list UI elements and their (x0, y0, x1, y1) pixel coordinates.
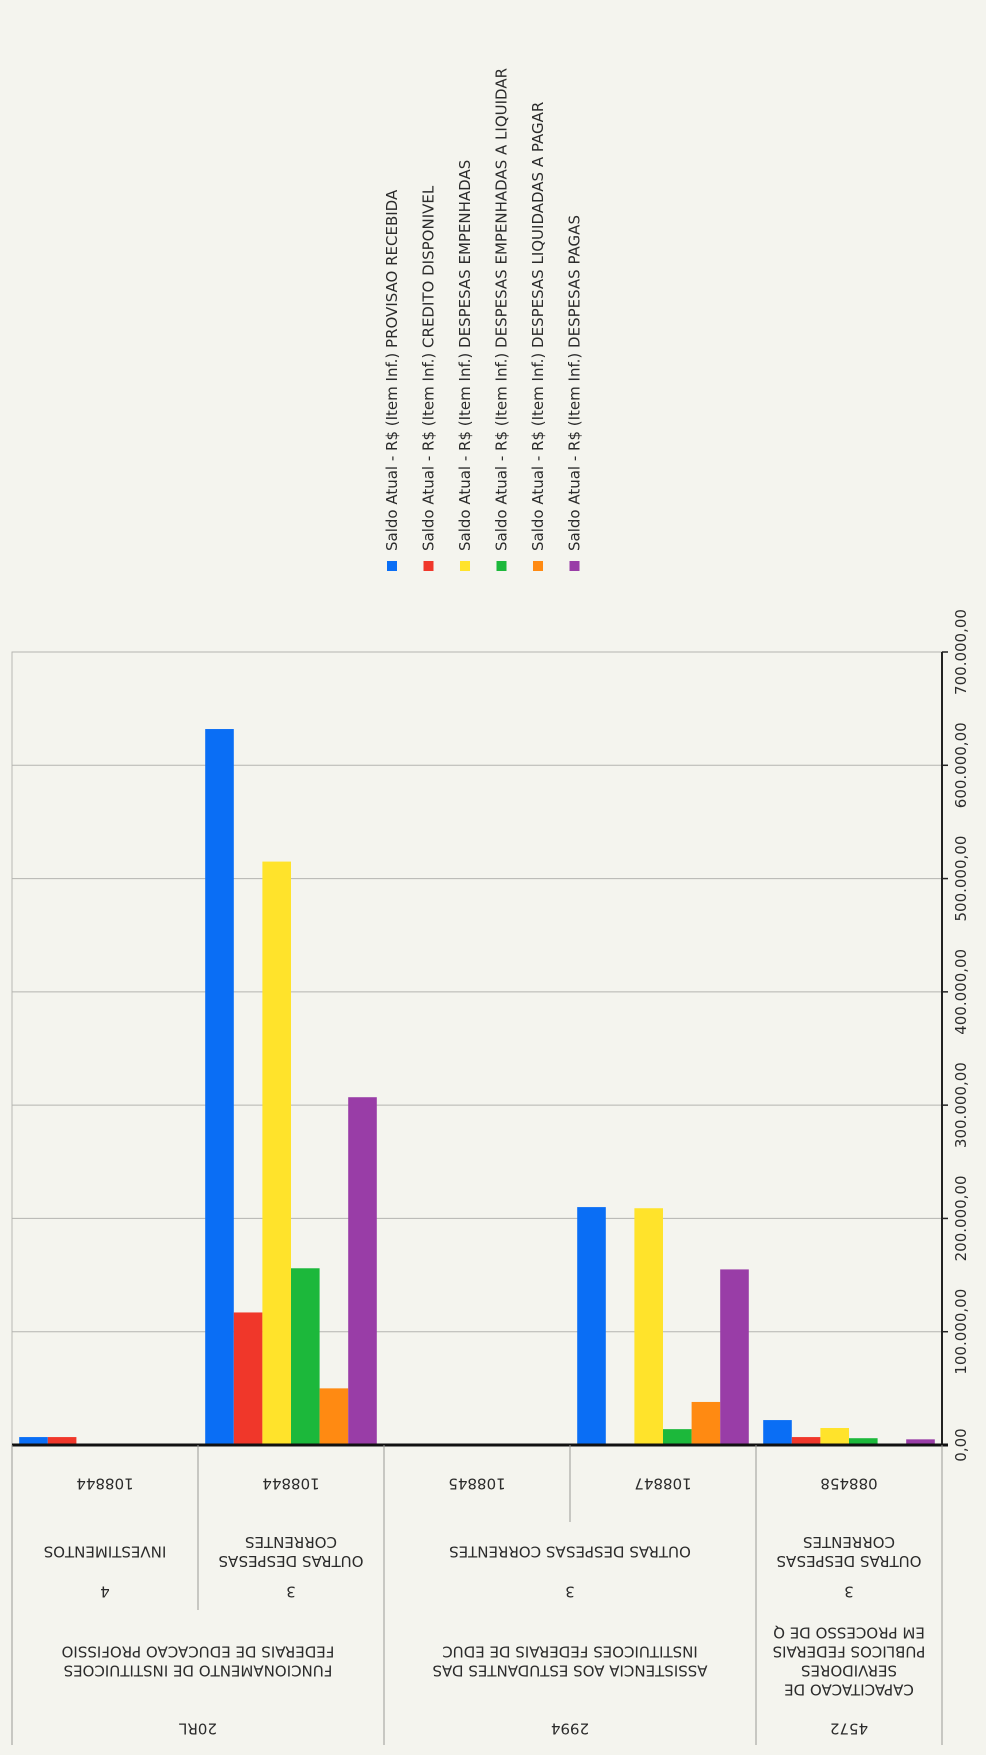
value-tick-label: 100.000,00 (952, 1289, 970, 1375)
value-tick-label: 200.000,00 (952, 1175, 970, 1261)
action-name-label: SERVIDORES (801, 1662, 897, 1680)
source-label: 088458 (820, 1475, 877, 1493)
source-label: 108845 (448, 1475, 505, 1493)
bar (348, 1097, 377, 1445)
bar (47, 1437, 77, 1445)
bar (791, 1437, 821, 1445)
plot-area: 0,00 100.000,00 200.000,00 300.000,00 400.00… (11, 609, 970, 1462)
legend-label: Saldo Atual - R$ (Item Inf.) DESPESAS PA… (566, 215, 584, 551)
source-label: 108844 (76, 1475, 133, 1493)
value-tick-label: 700.000,00 (952, 609, 970, 695)
action-name-label: INSTITUICOES FEDERAIS DE EDUC (442, 1643, 698, 1661)
bar (663, 1429, 692, 1445)
action-name-label: FUNCIONAMENTO DE INSTITUICOES (64, 1662, 333, 1680)
nature-name-label: OUTRAS DESPESAS (777, 1552, 922, 1570)
action-name-label: ASSISTENCIA AOS ESTUDANTES DAS (432, 1662, 707, 1680)
value-tick-label: 600.000,00 (952, 722, 970, 808)
bar (291, 1268, 320, 1445)
nature-code-label: 4 (100, 1583, 110, 1601)
legend-swatch (460, 561, 470, 571)
bar (577, 1207, 606, 1445)
legend-label: Saldo Atual - R$ (Item Inf.) DESPESAS EM… (493, 68, 511, 551)
bar (233, 1312, 263, 1445)
value-tick-label: 400.000,00 (952, 949, 970, 1035)
legend-swatch (533, 561, 543, 571)
bar (691, 1401, 721, 1445)
action-code-label: 4572 (830, 1720, 868, 1738)
nature-name-label: CORRENTES (245, 1533, 337, 1551)
action-name-label: CAPACITACAO DE (784, 1681, 914, 1699)
legend: Saldo Atual - R$ (Item Inf.) PROVISAO RE… (383, 68, 584, 571)
action-name-label: EM PROCESSO DE Q (773, 1624, 925, 1642)
bar (319, 1388, 349, 1445)
source-label: 108844 (262, 1475, 319, 1493)
legend-label: Saldo Atual - R$ (Item Inf.) CREDITO DIS… (420, 185, 438, 551)
bar (634, 1208, 663, 1445)
value-tick-label: 300.000,00 (952, 1062, 970, 1148)
legend-swatch (569, 561, 580, 571)
bar (763, 1420, 792, 1445)
nature-name-label: OUTRAS DESPESAS (219, 1552, 364, 1570)
legend-swatch (387, 561, 397, 571)
action-code-label: 20RL (178, 1720, 217, 1738)
action-code-label: 2994 (551, 1720, 589, 1738)
legend-label: Saldo Atual - R$ (Item Inf.) DESPESAS LI… (529, 102, 547, 551)
nature-name-label: OUTRAS DESPESAS CORRENTES (449, 1543, 691, 1561)
bar (820, 1428, 849, 1445)
action-name-label: PUBLICOS FEDERAIS (773, 1643, 926, 1661)
nature-code-label: 3 (565, 1583, 575, 1601)
value-tick-label: 500.000,00 (952, 836, 970, 922)
bar (205, 729, 234, 1445)
legend-label: Saldo Atual - R$ (Item Inf.) PROVISAO RE… (383, 189, 401, 551)
nature-code-label: 3 (286, 1583, 296, 1601)
bar (849, 1438, 878, 1445)
plot-frame (11, 651, 943, 1446)
bar (720, 1269, 749, 1445)
bar (19, 1437, 48, 1445)
nature-name-label: INVESTIMENTOS (44, 1543, 167, 1561)
value-tick-label: 0,00 (952, 1428, 970, 1461)
legend-label: Saldo Atual - R$ (Item Inf.) DESPESAS EM… (456, 160, 474, 551)
nature-code-label: 3 (844, 1583, 854, 1601)
bar (906, 1439, 935, 1445)
source-label: 108847 (634, 1475, 691, 1493)
bar (262, 861, 291, 1445)
action-name-label: FEDERAIS DE EDUCACAO PROFISSIO (62, 1643, 335, 1661)
category-header-table: 108844 108844 108845 108847 088458 INVESTIMEN… (11, 1445, 943, 1745)
nature-name-label: CORRENTES (803, 1533, 895, 1551)
legend-swatch (496, 561, 507, 571)
legend-swatch (423, 561, 434, 571)
